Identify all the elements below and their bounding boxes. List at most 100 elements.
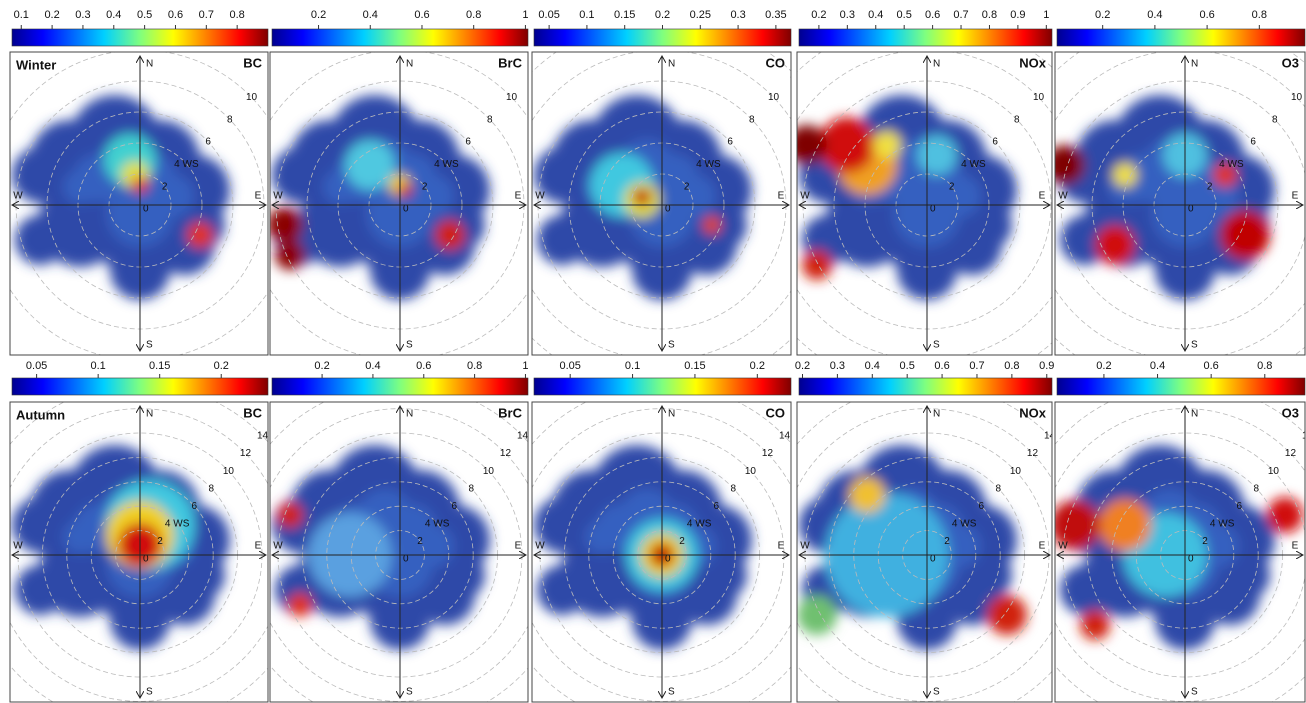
colorbar-tick-label: 0.2 [795, 360, 810, 372]
direction-label: W [1058, 191, 1068, 202]
ring-label: 6 [992, 137, 998, 148]
surface-blob [537, 565, 587, 615]
pollutant-label: NOx [1019, 405, 1047, 420]
ring-label: 4 WS [174, 159, 199, 170]
panel-frame [796, 401, 1053, 703]
colorbar-tick-label: 0.3 [840, 9, 855, 21]
ring-label: 10 [223, 466, 235, 477]
surface-blob [697, 200, 747, 250]
colorbar-tick-label: 0.4 [1147, 9, 1162, 21]
direction-label: E [1039, 541, 1046, 552]
ring-label: 2 [679, 536, 685, 547]
surface-blob [1099, 499, 1151, 551]
ring-label: 4 WS [961, 159, 986, 170]
colorbar-tick-label: 0.2 [750, 360, 765, 372]
surface-layer [270, 95, 490, 300]
colorbar-tick-label: 0.5 [897, 9, 912, 21]
direction-label: W [535, 541, 545, 552]
ring-label: 10 [246, 92, 258, 103]
colorbar-tick-label: 0.8 [1252, 9, 1267, 21]
panel-frame [269, 401, 529, 703]
ring-label: 2 [417, 536, 423, 547]
surface-blob [277, 502, 303, 528]
ring-label: 10 [745, 466, 757, 477]
pollutant-label: BrC [498, 55, 522, 70]
colorbar-tick-label: 0.15 [614, 9, 635, 21]
panel: 0.05 0.1 0.15 0.2 0.25 0.3 0.35 0 2 4 WS 6 8 10 12 N E S… [531, 9, 792, 356]
surface-layer [1055, 445, 1303, 650]
colorbar-tick-label: 0.15 [149, 360, 170, 372]
ring-label: 8 [1014, 114, 1020, 125]
colorbar [1056, 377, 1306, 396]
panel: 0.2 0.4 0.6 0.8 024 WS6 8 10 12 14 N E S W O3 [1054, 360, 1306, 703]
ring-label: 4 WS [165, 519, 190, 530]
direction-label: W [535, 191, 545, 202]
direction-label: N [1191, 59, 1198, 70]
ring-label: 4 WS [1210, 519, 1235, 530]
colorbar-tick-label: 0.8 [982, 9, 997, 21]
surface-blob [537, 215, 587, 265]
colorbar-tick-label: 0.05 [538, 9, 559, 21]
colorbar-tick-label: 0.7 [199, 9, 214, 21]
ring-label: 10 [1033, 92, 1045, 103]
ring-label: 6 [451, 501, 457, 512]
panel: 0.1 0.2 0.3 0.4 0.5 0.6 0.7 0.8 0 2 4 WS 6 8 10 N E S W Wi… [9, 9, 269, 356]
colorbar-tick-label: 0.3 [75, 9, 90, 21]
surface-blob [15, 565, 65, 615]
colorbar-tick-label: 0.35 [765, 9, 786, 21]
concentration-surface: 024 WS6 8 10 12 14 [10, 402, 269, 702]
ring-label: 6 [727, 137, 733, 148]
ring-label: 2 [1207, 181, 1213, 192]
colorbar-tick-label: 0.4 [868, 9, 883, 21]
ring-label: 10 [1291, 92, 1303, 103]
colorbar-tick-label: 0.6 [1199, 9, 1214, 21]
ring-label: 0 [1188, 554, 1194, 565]
ring-label: 10 [483, 466, 495, 477]
ring-label: 6 [1250, 137, 1256, 148]
direction-label: S [1191, 340, 1198, 351]
season-label: Winter [16, 57, 56, 72]
ring-label: 2 [684, 181, 690, 192]
surface-blob [1060, 565, 1110, 615]
colorbar [1056, 28, 1306, 47]
colorbar [11, 377, 269, 396]
panel-frame [269, 51, 529, 356]
surface-blob [288, 593, 312, 617]
direction-label: E [778, 541, 785, 552]
surface-blob [1220, 210, 1270, 260]
colorbar-tick-label: 0.6 [414, 9, 429, 21]
ring-label: 8 [1254, 483, 1260, 494]
surface-blob [797, 595, 837, 635]
panel: 0.05 0.1 0.15 0.2 024 WS6 8 10 12 14 N E S W Autumn BC [9, 360, 269, 703]
colorbar [271, 377, 529, 396]
surface-blob [187, 222, 213, 248]
ring-label: 4 WS [696, 159, 721, 170]
direction-label: S [933, 340, 940, 351]
direction-label: N [406, 409, 413, 420]
season-label: Autumn [16, 407, 65, 422]
direction-label: N [668, 409, 675, 420]
direction-label: E [778, 191, 785, 202]
pollutant-label: NOx [1019, 55, 1047, 70]
panel-frame [796, 51, 1053, 356]
colorbar-tick-label: 0.3 [730, 9, 745, 21]
direction-label: S [146, 340, 153, 351]
ring-label: 8 [209, 483, 215, 494]
colorbar-tick-label: 0.3 [830, 360, 845, 372]
ring-label: 8 [996, 483, 1002, 494]
direction-label: S [668, 340, 675, 351]
ring-label: 12 [762, 448, 774, 459]
ring-label: 14 [257, 431, 269, 442]
direction-label: N [146, 59, 153, 70]
direction-label: E [1039, 191, 1046, 202]
direction-label: W [1058, 541, 1068, 552]
colorbar-tick-label: 0.6 [1204, 360, 1219, 372]
ring-label: 2 [949, 181, 955, 192]
ring-label: 0 [665, 554, 671, 565]
direction-label: N [933, 59, 940, 70]
surface-blob [435, 220, 465, 250]
colorbar-tick-label: 0.8 [466, 9, 481, 21]
colorbar-tick-label: 0.4 [1150, 360, 1165, 372]
ring-label: 0 [665, 204, 671, 215]
colorbar [533, 377, 792, 396]
